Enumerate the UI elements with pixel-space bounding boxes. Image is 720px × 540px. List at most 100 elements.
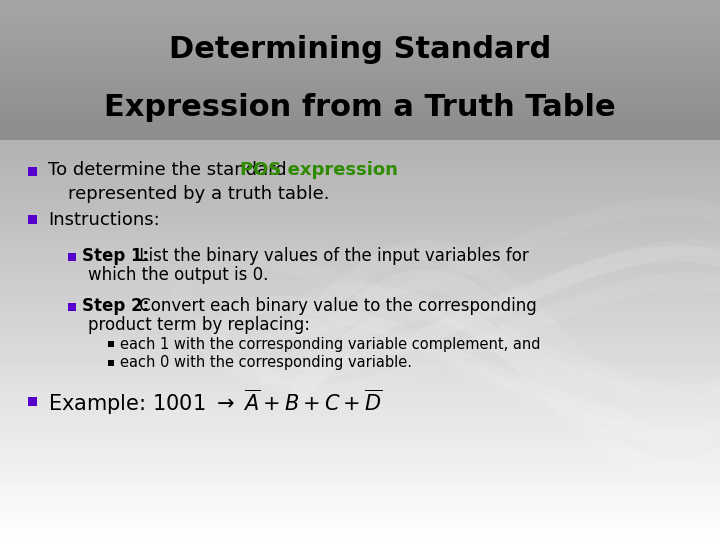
Bar [0, 103, 720, 106]
Bar [0, 22, 720, 25]
Bar [0, 453, 720, 459]
Text: product term by replacing:: product term by replacing: [88, 316, 310, 334]
Bar [0, 111, 720, 115]
Bar [0, 274, 720, 281]
Bar [0, 177, 720, 184]
Bar [0, 399, 720, 405]
Bar [0, 172, 720, 178]
Bar [0, 253, 720, 259]
Bar [0, 534, 720, 540]
Bar [0, 307, 720, 313]
Bar [0, 296, 720, 302]
Bar [0, 161, 720, 167]
Bar [0, 69, 720, 76]
Bar [0, 60, 720, 64]
Bar [0, 136, 720, 140]
Bar [0, 436, 720, 443]
Bar [0, 350, 720, 356]
Bar [0, 8, 720, 11]
Text: Instructions:: Instructions: [48, 211, 160, 229]
Text: Step 1:: Step 1: [82, 247, 149, 265]
Bar [0, 404, 720, 410]
Bar [0, 86, 720, 90]
Bar [0, 89, 720, 92]
Bar [0, 119, 720, 123]
Bar [0, 447, 720, 454]
Bar [0, 63, 720, 67]
Bar [68, 253, 76, 261]
Bar [0, 66, 720, 70]
Bar [0, 96, 720, 103]
Bar [0, 30, 720, 33]
Bar [0, 323, 720, 329]
Bar [0, 469, 720, 475]
Bar [28, 397, 37, 406]
Bar [0, 46, 720, 50]
Text: each 0 with the corresponding variable.: each 0 with the corresponding variable. [120, 355, 412, 370]
Text: To determine the standard: To determine the standard [48, 161, 292, 179]
Bar [0, 16, 720, 19]
Text: POS expression: POS expression [240, 161, 398, 179]
Bar [0, 118, 720, 124]
Bar [0, 21, 720, 27]
Bar [68, 303, 76, 311]
Bar [0, 58, 720, 65]
Bar [0, 485, 720, 491]
Bar [0, 107, 720, 113]
Bar [0, 199, 720, 205]
Bar [0, 204, 720, 211]
Bar [0, 18, 720, 22]
Bar [0, 355, 720, 362]
Bar [0, 388, 720, 394]
Bar [0, 15, 720, 22]
Bar [108, 360, 114, 366]
Bar [0, 102, 720, 108]
Bar [0, 193, 720, 200]
Bar [0, 52, 720, 56]
Bar [0, 242, 720, 248]
Bar [0, 291, 720, 297]
Bar [0, 91, 720, 97]
Bar [0, 0, 720, 5]
Bar [0, 372, 720, 378]
Bar [0, 133, 720, 137]
Bar [0, 131, 720, 134]
Bar [0, 0, 720, 3]
Bar [0, 58, 720, 62]
Bar [0, 44, 720, 48]
Bar [0, 91, 720, 95]
Bar [0, 318, 720, 324]
Bar [0, 458, 720, 464]
Bar [0, 334, 720, 340]
Bar [0, 75, 720, 81]
Bar [0, 0, 720, 140]
Bar [0, 97, 720, 101]
Bar [0, 105, 720, 109]
Bar [0, 523, 720, 529]
Bar [0, 188, 720, 194]
Bar [0, 285, 720, 292]
Bar [0, 345, 720, 351]
Bar [0, 129, 720, 135]
Bar [0, 301, 720, 308]
Bar [0, 69, 720, 73]
Bar [0, 328, 720, 335]
Bar [0, 64, 720, 70]
Bar [0, 312, 720, 319]
Bar [0, 393, 720, 400]
Bar [0, 112, 720, 119]
Bar [0, 2, 720, 5]
Bar [0, 150, 720, 157]
Bar [0, 31, 720, 38]
Bar [0, 13, 720, 17]
Bar [0, 183, 720, 189]
Bar [0, 38, 720, 42]
Bar [0, 48, 720, 54]
Bar [0, 269, 720, 275]
Bar [0, 264, 720, 270]
Text: each 1 with the corresponding variable complement, and: each 1 with the corresponding variable c… [120, 336, 541, 352]
Bar [0, 10, 720, 16]
Bar [0, 210, 720, 216]
Bar [0, 512, 720, 518]
Bar [0, 496, 720, 502]
